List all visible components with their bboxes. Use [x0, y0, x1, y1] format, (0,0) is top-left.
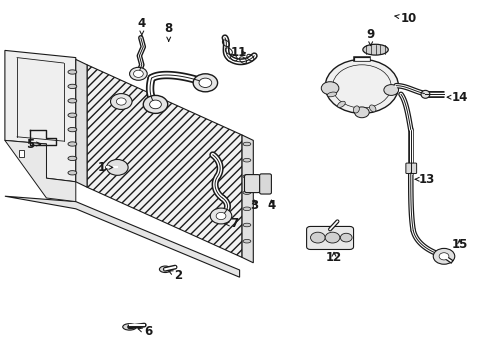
Polygon shape [76, 59, 87, 187]
Circle shape [340, 233, 351, 242]
Polygon shape [87, 65, 242, 257]
Circle shape [216, 212, 225, 220]
Text: 14: 14 [446, 91, 467, 104]
Ellipse shape [243, 191, 250, 194]
Circle shape [193, 74, 217, 92]
Text: 5: 5 [26, 138, 41, 150]
Ellipse shape [243, 175, 250, 178]
Polygon shape [5, 50, 76, 182]
Text: 2: 2 [168, 269, 182, 282]
Ellipse shape [68, 171, 77, 175]
Circle shape [143, 95, 167, 113]
Circle shape [325, 232, 339, 243]
Circle shape [354, 107, 368, 118]
Ellipse shape [420, 90, 429, 98]
Polygon shape [5, 140, 76, 202]
Circle shape [199, 78, 211, 87]
Text: 4: 4 [138, 17, 145, 36]
Ellipse shape [68, 156, 77, 161]
Circle shape [110, 94, 132, 109]
Ellipse shape [68, 70, 77, 74]
Text: 3: 3 [250, 199, 258, 212]
Ellipse shape [68, 127, 77, 132]
Ellipse shape [68, 84, 77, 89]
Circle shape [149, 100, 161, 109]
Ellipse shape [159, 266, 171, 273]
Ellipse shape [243, 207, 250, 211]
Circle shape [210, 208, 231, 224]
Ellipse shape [122, 324, 136, 330]
Ellipse shape [68, 142, 77, 146]
Ellipse shape [337, 101, 345, 107]
Text: 1: 1 [98, 161, 113, 174]
Ellipse shape [362, 44, 387, 55]
Circle shape [116, 98, 126, 105]
Polygon shape [5, 196, 239, 277]
Text: 11: 11 [230, 46, 246, 59]
Circle shape [133, 70, 143, 77]
Text: 15: 15 [450, 238, 467, 251]
Ellipse shape [243, 223, 250, 227]
Ellipse shape [353, 106, 359, 113]
Text: 12: 12 [325, 251, 342, 264]
Text: 10: 10 [394, 12, 416, 24]
Ellipse shape [326, 92, 336, 97]
Ellipse shape [243, 142, 250, 146]
FancyBboxPatch shape [259, 174, 271, 194]
Polygon shape [242, 135, 253, 263]
Text: 6: 6 [138, 325, 152, 338]
Circle shape [129, 67, 147, 80]
Text: 13: 13 [414, 173, 434, 186]
Circle shape [432, 248, 454, 264]
Circle shape [106, 159, 128, 175]
Circle shape [321, 82, 338, 95]
Text: 9: 9 [366, 28, 374, 46]
Ellipse shape [243, 239, 250, 243]
Text: 8: 8 [164, 22, 172, 41]
FancyBboxPatch shape [244, 175, 260, 193]
Ellipse shape [369, 105, 375, 112]
Circle shape [383, 85, 398, 95]
Ellipse shape [243, 158, 250, 162]
FancyBboxPatch shape [306, 226, 353, 249]
Text: 4: 4 [267, 199, 275, 212]
FancyBboxPatch shape [405, 163, 416, 174]
Circle shape [438, 253, 448, 260]
Text: 7: 7 [224, 217, 238, 230]
Ellipse shape [68, 113, 77, 117]
FancyBboxPatch shape [19, 150, 24, 157]
Circle shape [325, 59, 398, 113]
Ellipse shape [68, 99, 77, 103]
Circle shape [310, 232, 325, 243]
